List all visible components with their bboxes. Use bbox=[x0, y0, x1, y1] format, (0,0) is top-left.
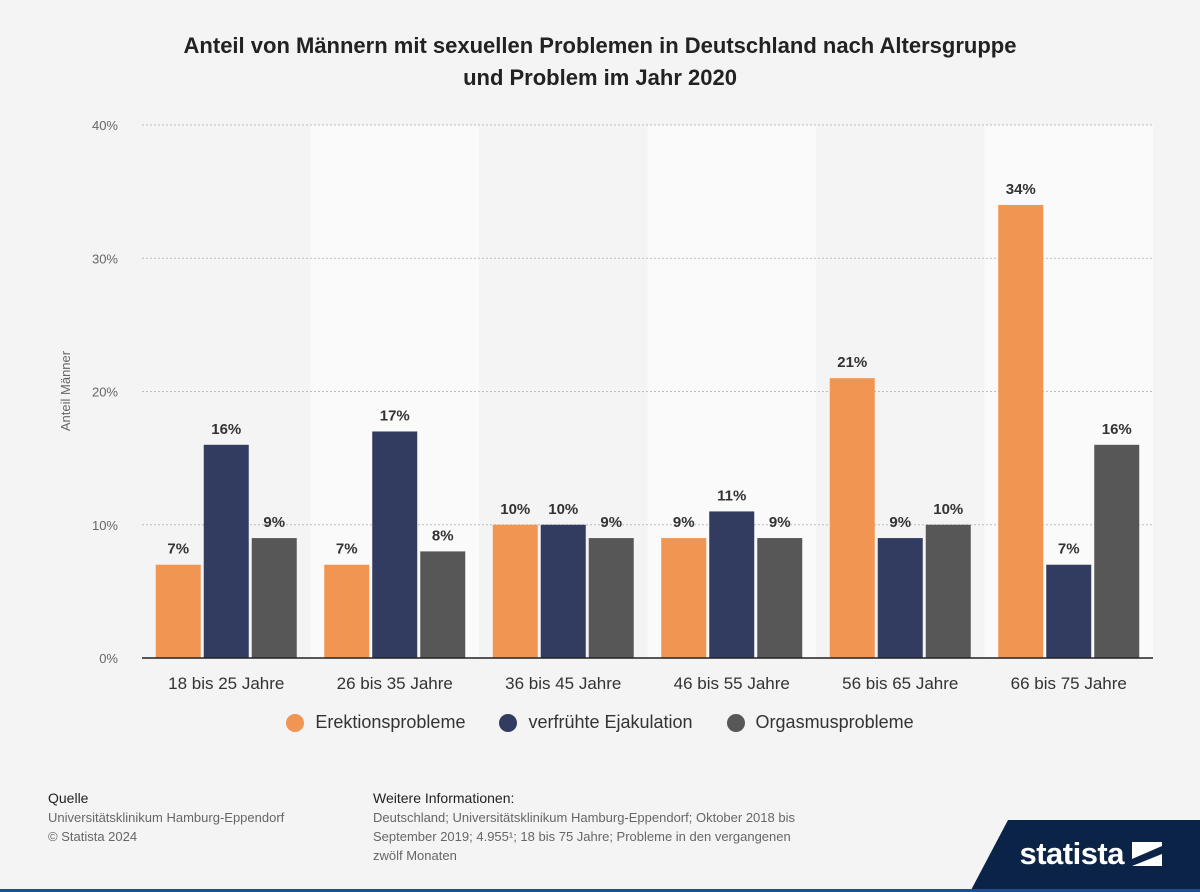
legend-item-ejakulation[interactable]: verfrühte Ejakulation bbox=[499, 712, 693, 733]
data-label: 21% bbox=[837, 354, 867, 371]
info-block: Weitere Informationen: Deutschland; Univ… bbox=[373, 789, 873, 865]
bar bbox=[661, 538, 707, 658]
copyright-line: © Statista 2024 bbox=[48, 829, 138, 844]
bar bbox=[829, 378, 875, 658]
legend-marker-orgasmus bbox=[726, 713, 745, 732]
data-label: 16% bbox=[1102, 421, 1132, 438]
bar bbox=[203, 444, 249, 658]
bar bbox=[540, 524, 586, 658]
x-tick-label: 18 bis 25 Jahre bbox=[168, 674, 284, 693]
chart-title-line-1: Anteil von Männern mit sexuellen Problem… bbox=[183, 33, 1017, 58]
bar bbox=[420, 551, 466, 658]
data-label: 11% bbox=[717, 487, 746, 504]
bar bbox=[757, 538, 803, 658]
data-label: 7% bbox=[1058, 541, 1080, 558]
source-line: Universitätsklinikum Hamburg-Eppendorf bbox=[48, 810, 285, 825]
statista-logo-icon bbox=[1132, 842, 1162, 866]
legend-label-ejakulation: verfrühte Ejakulation bbox=[528, 712, 693, 732]
data-label: 10% bbox=[500, 501, 530, 518]
x-tick-label: 26 bis 35 Jahre bbox=[337, 674, 453, 693]
bar bbox=[588, 538, 634, 658]
data-label: 10% bbox=[548, 501, 578, 518]
x-tick-label: 36 bis 45 Jahre bbox=[505, 674, 621, 693]
chart-title: Anteil von Männern mit sexuellen Problem… bbox=[0, 30, 1200, 94]
legend-item-erektion[interactable]: Erektionsprobleme bbox=[286, 712, 465, 733]
info-line: Deutschland; Universitätsklinikum Hambur… bbox=[373, 810, 795, 825]
bar bbox=[709, 511, 755, 658]
data-label: 34% bbox=[1006, 181, 1036, 198]
chart-title-line-2: und Problem im Jahr 2020 bbox=[463, 65, 737, 90]
data-label: 7% bbox=[336, 541, 358, 558]
statista-brand[interactable]: statista bbox=[1019, 836, 1162, 872]
bar-chart: 0% 10% 20% 30% 40% Anteil Männer 7% 16% 9% 18 bis… bbox=[58, 118, 1153, 693]
data-label: 9% bbox=[889, 514, 911, 531]
x-tick-label: 46 bis 55 Jahre bbox=[674, 674, 790, 693]
data-label: 9% bbox=[769, 514, 791, 531]
data-label: 7% bbox=[167, 541, 189, 558]
bar bbox=[998, 204, 1044, 658]
source-heading: Quelle bbox=[48, 790, 89, 806]
data-label: 17% bbox=[380, 407, 410, 424]
legend-label-orgasmus: Orgasmusprobleme bbox=[755, 712, 914, 732]
x-tick-label: 56 bis 65 Jahre bbox=[842, 674, 958, 693]
bar bbox=[877, 538, 923, 658]
brand-name: statista bbox=[1019, 836, 1124, 871]
legend-marker-ejakulation bbox=[499, 713, 518, 732]
data-label: 16% bbox=[211, 421, 241, 438]
info-line: September 2019; 4.955¹; 18 bis 75 Jahre;… bbox=[373, 829, 791, 844]
x-tick-label: 66 bis 75 Jahre bbox=[1011, 674, 1127, 693]
bar bbox=[1094, 444, 1140, 658]
data-label: 10% bbox=[933, 501, 963, 518]
y-axis-title: Anteil Männer bbox=[58, 350, 73, 431]
legend-item-orgasmus[interactable]: Orgasmusprobleme bbox=[726, 712, 914, 733]
y-tick-label: 10% bbox=[92, 518, 118, 533]
info-line: zwölf Monaten bbox=[373, 848, 457, 863]
bottom-accent-line bbox=[0, 889, 1200, 892]
data-label: 8% bbox=[432, 527, 454, 544]
bar bbox=[372, 431, 418, 658]
bar bbox=[925, 524, 971, 658]
y-tick-label: 0% bbox=[99, 651, 118, 666]
bar bbox=[324, 564, 370, 658]
info-heading: Weitere Informationen: bbox=[373, 790, 515, 806]
y-tick-label: 30% bbox=[92, 251, 118, 266]
y-tick-label: 20% bbox=[92, 385, 118, 400]
source-block: Quelle Universitätsklinikum Hamburg-Eppe… bbox=[48, 789, 284, 846]
bar bbox=[1046, 564, 1092, 658]
data-label: 9% bbox=[673, 514, 695, 531]
bar bbox=[492, 524, 538, 658]
y-tick-label: 40% bbox=[92, 118, 118, 133]
data-label: 9% bbox=[263, 514, 285, 531]
bar bbox=[155, 564, 201, 658]
chart-legend: Erektionsprobleme verfrühte Ejakulation … bbox=[0, 712, 1200, 733]
legend-marker-erektion bbox=[286, 713, 305, 732]
bar bbox=[251, 538, 297, 658]
data-label: 9% bbox=[600, 514, 622, 531]
legend-label-erektion: Erektionsprobleme bbox=[315, 712, 466, 732]
